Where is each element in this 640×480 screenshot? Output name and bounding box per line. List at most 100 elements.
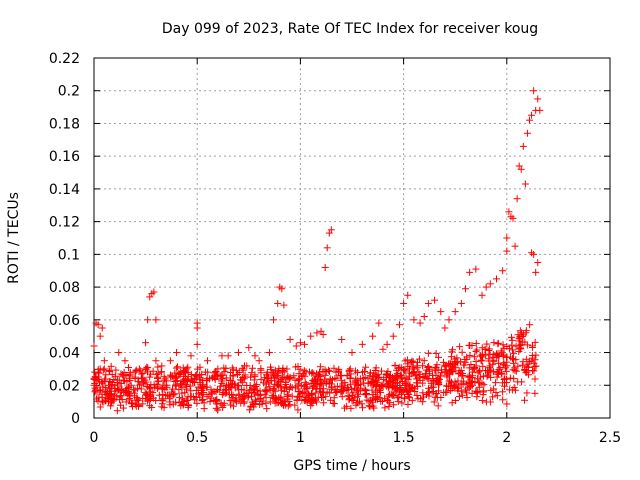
data-point [137,385,145,393]
data-point [400,299,408,307]
data-point [324,366,332,374]
data-point [378,381,386,389]
data-point [483,372,491,380]
y-tick-label: 0.06 [49,313,80,329]
data-point [480,381,488,389]
data-point [218,379,226,387]
data-point [434,402,442,410]
data-point [251,389,259,397]
data-point [509,350,517,358]
x-tick-label: 0 [90,430,99,446]
data-point [320,399,328,407]
data-point [425,370,433,378]
data-point [104,394,112,402]
data-point [312,375,320,383]
data-point [530,359,538,367]
data-point [531,375,539,383]
y-tick-label: 0.02 [49,378,80,394]
data-point [271,394,279,402]
data-point [296,375,304,383]
data-point [214,365,222,373]
data-point [463,355,471,363]
data-point [327,396,335,404]
data-point [152,316,160,324]
data-point [158,400,166,408]
data-point [523,129,531,137]
data-point [517,165,525,173]
data-point [242,390,250,398]
data-point [186,382,194,390]
data-point [96,332,104,340]
data-point [110,376,118,384]
data-point [158,362,166,370]
data-point [270,316,278,324]
data-point [257,369,265,377]
data-point [272,395,280,403]
data-point [424,349,432,357]
data-point [295,370,303,378]
data-point [447,353,455,361]
data-point [486,362,494,370]
data-point [196,393,204,401]
data-point [425,392,433,400]
data-point [506,374,514,382]
data-point [370,404,378,412]
data-point [155,391,163,399]
data-point [499,341,507,349]
data-point [327,385,335,393]
data-point [512,356,520,364]
data-point [509,355,517,363]
data-point [108,399,116,407]
data-point [250,376,258,384]
data-point [262,388,270,396]
y-tick-label: 0.18 [49,116,80,132]
data-point [166,357,174,365]
data-point [495,366,503,374]
data-point [301,378,309,386]
data-point [478,351,486,359]
data-point [166,395,174,403]
data-point [472,362,480,370]
data-point [429,375,437,383]
x-axis-label: GPS time / hours [293,458,410,474]
data-point [473,375,481,383]
data-point [206,375,214,383]
data-point [183,365,191,373]
data-point [131,386,139,394]
data-point [377,398,385,406]
data-point [534,95,542,103]
data-point [499,267,507,275]
data-point [214,406,222,414]
data-point [466,372,474,380]
data-point [345,367,353,375]
data-point [258,400,266,408]
data-point [337,372,345,380]
data-point [98,324,106,332]
data-point [467,361,475,369]
data-point [530,367,538,375]
data-point [180,372,188,380]
data-point [448,348,456,356]
data-point [495,352,503,360]
data-point [528,342,536,350]
data-point [456,343,464,351]
data-point [360,368,368,376]
data-point [247,402,255,410]
data-point [489,351,497,359]
data-point [352,380,360,388]
data-point [101,388,109,396]
data-point [476,367,484,375]
data-point [521,180,529,188]
data-point [509,366,517,374]
data-point [309,376,317,384]
data-point [477,356,485,364]
data-point [158,385,166,393]
data-point [451,358,459,366]
data-point [494,352,502,360]
data-point [413,364,421,372]
data-point [503,234,511,242]
data-point [139,375,147,383]
data-point [431,296,439,304]
data-point [225,386,233,394]
data-point [95,393,103,401]
